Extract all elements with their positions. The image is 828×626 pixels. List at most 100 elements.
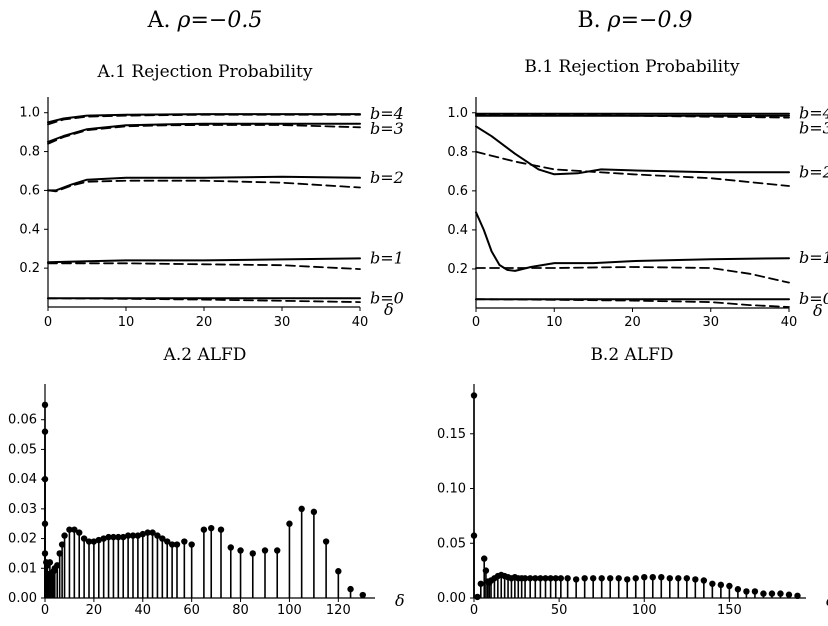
chart-a2-stem-point <box>76 529 83 536</box>
chart-a2-title: A.2 ALFD <box>163 345 247 365</box>
chart-b2-stem-point <box>542 575 549 582</box>
chart-a1-y-tick-label: 0.6 <box>19 183 40 198</box>
chart-b1-x-tick-label: 10 <box>546 315 563 330</box>
chart-b2-stem-point <box>481 555 488 562</box>
chart-a2-stem-point <box>134 532 142 539</box>
chart-b1-y-tick-label: 0.2 <box>447 262 468 277</box>
chart-a1-y-tick-label: 0.2 <box>19 261 40 276</box>
chart-b2-stem-point <box>760 590 767 597</box>
chart-a2-stem-point <box>90 538 98 545</box>
chart-b2-stem-point <box>751 588 759 595</box>
chart-b2-y-tick-label: 0.05 <box>437 536 466 551</box>
chart-b1-x-tick-label: 30 <box>702 315 719 330</box>
chart-a1-title: A.1 Rejection Probability <box>97 62 313 82</box>
chart-a2-stem-point <box>115 533 122 541</box>
chart-a2-y-tick-label: 0.04 <box>8 472 37 487</box>
chart-b2-title: B.2 ALFD <box>590 345 673 365</box>
chart-a2-stem-point <box>154 532 161 539</box>
chart-a2-stem-point <box>237 547 244 554</box>
chart-b2-stem-point <box>581 575 588 582</box>
chart-b2-stem-point <box>526 575 534 582</box>
chart-b2-stem-point <box>794 592 801 600</box>
chart-a2-stem-point <box>85 538 93 545</box>
chart-a1-curve-label: b=0 <box>370 288 404 307</box>
chart-b2-x-axis-label: δ <box>826 591 828 610</box>
chart-b2-stem-point <box>768 590 776 597</box>
chart-a2-stem-point <box>188 541 195 548</box>
chart-a2-stem-point <box>124 532 132 539</box>
chart-b2-stem-point <box>717 581 725 589</box>
chart-a1-curve-label: b=2 <box>370 168 404 187</box>
chart-a2-x-tick-label: 20 <box>86 603 103 618</box>
chart-a2-stem-point <box>168 541 176 548</box>
chart-a2-y-tick-label: 0.01 <box>8 561 37 576</box>
chart-b2-x-tick-label: 0 <box>470 603 478 618</box>
chart-a1-y-tick-label: 1.0 <box>19 106 40 121</box>
chart-b2-stem-point <box>658 574 665 581</box>
panel-b-rho: ρ=−0.9 <box>607 8 693 33</box>
chart-a1-series-dashed-9 <box>47 297 361 303</box>
chart-b2-x-tick-label: 50 <box>551 603 568 618</box>
chart-b1-series-solid-5 <box>475 211 790 272</box>
chart-b2-stem-point <box>624 576 631 583</box>
chart-a2-stem-point <box>144 529 151 536</box>
chart-b2-stem-point <box>709 580 716 587</box>
chart-a2-stem-point <box>159 535 166 542</box>
chart-b1-curve-label: b=4 <box>799 104 828 123</box>
chart-a2-stem-point <box>41 475 49 483</box>
chart-b2-stem-point <box>482 567 490 574</box>
chart-b2-stem-point <box>666 575 673 582</box>
chart-a2-stem-point <box>181 538 188 545</box>
chart-a2-stem-point <box>95 536 102 544</box>
chart-b2-x-tick-label: 150 <box>717 603 742 618</box>
chart-b2-stem-point <box>641 574 648 581</box>
panel-a-heading: A. ρ=−0.5 <box>147 8 263 33</box>
chart-a1-y-tick-label: 0.4 <box>19 222 40 237</box>
chart-b2-stem-point <box>743 588 750 595</box>
chart-a1-series-solid-0 <box>47 113 361 124</box>
chart-b2-stem-point <box>777 590 784 597</box>
chart-a2-stem-point <box>56 550 63 557</box>
chart-a2-stem-point <box>71 526 78 533</box>
chart-b1-x-tick-label: 40 <box>781 315 798 330</box>
chart-b2-stem-point <box>734 586 742 593</box>
chart-b1-series-dashed-8 <box>475 298 790 308</box>
chart-a2-stem-point <box>80 535 88 542</box>
chart-a2-stem-point <box>310 508 318 516</box>
chart-a1-curve-label: b=4 <box>370 104 404 123</box>
chart-a2-stem-point <box>46 559 54 566</box>
chart-b2-stem-point <box>470 532 478 539</box>
chart-a2-y-tick-label: 0.00 <box>8 591 37 606</box>
chart-a1-x-tick-label: 20 <box>196 315 213 330</box>
chart-b2-y-tick-label: 0.15 <box>437 427 466 442</box>
chart-b2-x-tick-label: 100 <box>632 603 657 618</box>
chart-b2-stem-point <box>532 575 539 582</box>
chart-a1-x-tick-label: 0 <box>44 315 52 330</box>
chart-a2-stem-point <box>41 520 49 527</box>
chart-a1-y-tick-label: 0.8 <box>19 145 40 160</box>
chart-a1-x-tick-label: 10 <box>118 315 135 330</box>
chart-a1-x-axis-label: δ <box>384 300 394 319</box>
chart-a2-stem-point <box>298 505 305 513</box>
chart-b2-stem-point <box>477 580 485 587</box>
chart-a2-stem-point <box>129 532 137 539</box>
chart-a1-series-dashed-7 <box>47 262 361 270</box>
chart-b2-stem-point <box>700 577 708 584</box>
chart-a2-stem-point <box>227 544 234 551</box>
chart-b1-series-solid-3 <box>475 125 790 176</box>
chart-b1-curve-label: b=3 <box>799 119 828 138</box>
chart-a2-x-tick-label: 80 <box>232 603 249 618</box>
chart-b1-x-tick-label: 0 <box>472 315 480 330</box>
chart-b1-y-tick-label: 0.4 <box>447 223 468 238</box>
chart-b2-stem-point <box>632 575 639 582</box>
chart-a2-stem-point <box>139 530 146 538</box>
chart-b2-stem-point <box>692 576 699 583</box>
chart-b1-y-tick-label: 0.8 <box>447 145 468 160</box>
chart-a2-stem-point <box>347 585 354 593</box>
chart-a2-stem-point <box>41 401 49 409</box>
chart-a1-curve-label: b=1 <box>370 248 404 267</box>
chart-b2-stem-point <box>552 575 559 582</box>
chart-b2-y-tick-label: 0.00 <box>437 591 466 606</box>
chart-b1-series-dashed-6 <box>475 266 790 284</box>
chart-b1-curve-label: b=1 <box>799 248 828 267</box>
